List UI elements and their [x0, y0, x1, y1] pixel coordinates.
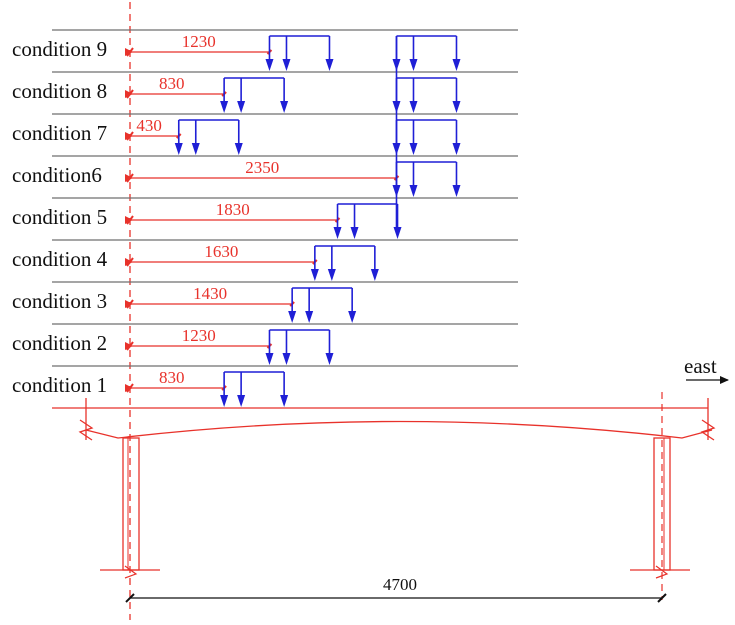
- condition-9-fixed-load-arrow-icon-3: [452, 59, 461, 71]
- condition-4-load-arrow-icon-2: [327, 269, 336, 281]
- condition-8-label: condition 8: [12, 79, 107, 103]
- condition-7-load-arrow-icon-2: [191, 143, 200, 155]
- condition-1-load-arrow-icon-3: [280, 395, 289, 407]
- condition-9-load-arrow-icon-2: [282, 59, 291, 71]
- condition-9-offset-tick: [126, 47, 134, 57]
- condition-2-label: condition 2: [12, 331, 107, 355]
- condition-9-fixed-load-arrow-icon-2: [409, 59, 418, 71]
- condition-6-offset-tick: [126, 173, 134, 183]
- condition-8-load-arrow-icon-2: [237, 101, 246, 113]
- break-mark-left: [78, 419, 94, 441]
- right-pier-break: [655, 565, 669, 579]
- deck-bottom-curve: [85, 420, 713, 439]
- condition-2-load-arrow-icon-3: [325, 353, 334, 365]
- condition-4-offset-tick: [126, 257, 134, 267]
- condition-5-load-arrow-icon-3: [393, 227, 402, 239]
- condition-5-offset-tick: [126, 215, 134, 225]
- condition-1-label: condition 1: [12, 373, 107, 397]
- condition-8-load-arrow-icon-3: [280, 101, 289, 113]
- bridge-structure: [52, 392, 716, 600]
- condition-3-load-arrow-icon-2: [305, 311, 314, 323]
- direction-indicator: east: [684, 354, 729, 384]
- condition-4-label: condition 4: [12, 247, 108, 271]
- condition-7-fixed-load-arrow-icon-2: [409, 143, 418, 155]
- condition-3-offset-tick: [126, 299, 134, 309]
- condition-9-load-arrow-icon-1: [265, 59, 274, 71]
- condition-1-offset-value: 830: [159, 368, 185, 387]
- condition-1-load-arrow-icon-2: [237, 395, 246, 407]
- conditions-layer: condition 1 830 condition 2 1230 condition 3…: [12, 29, 518, 407]
- condition-8-offset-tick: [126, 89, 134, 99]
- condition-3-load-arrow-icon-1: [288, 311, 297, 323]
- condition-9-load-arrow-icon-3: [325, 59, 334, 71]
- condition-6-load-arrow-icon-3: [452, 185, 461, 197]
- condition-2-offset-value: 1230: [182, 326, 216, 345]
- condition-7-offset-tick: [126, 131, 134, 141]
- condition-8-offset-value: 830: [159, 74, 185, 93]
- condition-4-load-arrow-icon-1: [310, 269, 319, 281]
- span-tick-right: [657, 593, 667, 603]
- span-label: 4700: [383, 575, 417, 594]
- left-pier-break: [124, 565, 138, 579]
- condition-6-label: condition6: [12, 163, 102, 187]
- condition-2-load-arrow-icon-1: [265, 353, 274, 365]
- condition-6-load-arrow-icon-2: [409, 185, 418, 197]
- condition-5-label: condition 5: [12, 205, 107, 229]
- condition-2-offset-tick: [126, 341, 134, 351]
- condition-1-offset-tick: [126, 383, 134, 393]
- condition-6-offset-value: 2350: [245, 158, 279, 177]
- direction-label: east: [684, 354, 717, 378]
- condition-3-load-arrow-icon-3: [348, 311, 357, 323]
- left-pier: [122, 437, 140, 571]
- condition-5-load-arrow-icon-1: [333, 227, 342, 239]
- condition-7-load-arrow-icon-3: [234, 143, 243, 155]
- condition-7-fixed-load-arrow-icon-3: [452, 143, 461, 155]
- span-tick-left: [125, 593, 135, 603]
- condition-8-load-arrow-icon-1: [220, 101, 229, 113]
- condition-8-fixed-load-arrow-icon-3: [452, 101, 461, 113]
- condition-3-label: condition 3: [12, 289, 107, 313]
- span-dimension: 4700: [125, 575, 667, 603]
- condition-7-load-arrow-icon-1: [174, 143, 183, 155]
- condition-4-load-arrow-icon-3: [370, 269, 379, 281]
- condition-4-offset-value: 1630: [204, 242, 238, 261]
- condition-7-label: condition 7: [12, 121, 107, 145]
- break-mark-right: [700, 419, 716, 441]
- condition-8-fixed-load-arrow-icon-2: [409, 101, 418, 113]
- condition-7-offset-value: 430: [136, 116, 162, 135]
- condition-9-label: condition 9: [12, 37, 107, 61]
- condition-3-offset-value: 1430: [193, 284, 227, 303]
- condition-1-load-arrow-icon-1: [220, 395, 229, 407]
- condition-5-offset-value: 1830: [216, 200, 250, 219]
- condition-9-offset-value: 1230: [182, 32, 216, 51]
- condition-2-load-arrow-icon-2: [282, 353, 291, 365]
- condition-5-load-arrow-icon-2: [350, 227, 359, 239]
